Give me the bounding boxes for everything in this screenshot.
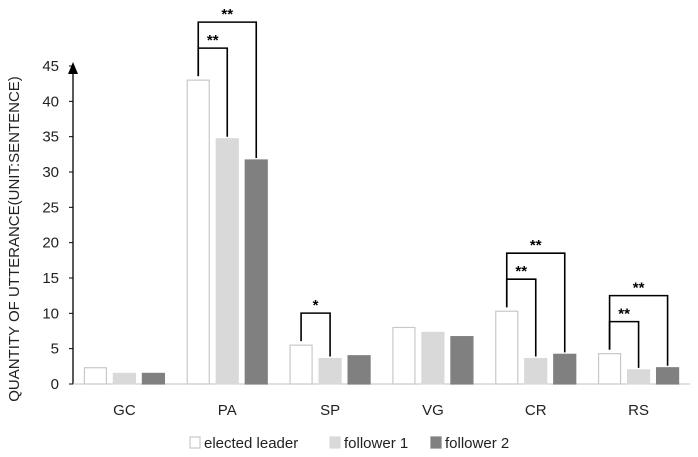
bar (112, 372, 137, 385)
axis-labels: QUANTITY OF UTTERANCE(UNIT:SENTENCE) GC PA… (6, 76, 649, 419)
x-tick-label: PA (218, 402, 237, 419)
y-axis-arrow (68, 62, 78, 74)
legend-label: elected leader (204, 435, 298, 452)
bar (421, 331, 445, 385)
y-tick-label: 45 (42, 58, 59, 75)
legend-swatch (430, 436, 442, 449)
bar (289, 344, 313, 385)
significance-label: ** (633, 280, 645, 297)
bar (655, 367, 680, 385)
significance-bracket (300, 312, 331, 357)
legend-swatch (329, 436, 341, 449)
x-tick-label: VG (422, 402, 444, 419)
y-tick-label: 35 (42, 129, 59, 146)
legend: elected leader follower 1 follower 2 (189, 435, 509, 452)
significance-annotations: ************* (197, 6, 669, 368)
x-tick-label: SP (320, 402, 340, 419)
significance-label: ** (530, 237, 542, 254)
y-tick-label: 10 (42, 305, 59, 322)
bar (597, 353, 622, 385)
legend-label: follower 2 (445, 435, 509, 452)
bars (83, 79, 680, 385)
bar (83, 367, 108, 385)
x-tick-label: GC (113, 402, 136, 419)
bar (450, 336, 474, 385)
y-tick-label: 40 (42, 93, 59, 110)
significance-bracket (608, 294, 669, 366)
bar (392, 326, 416, 385)
bar (347, 355, 371, 385)
y-tick-label: 15 (42, 270, 59, 287)
bar (141, 372, 166, 385)
bar (318, 357, 342, 385)
bar (244, 159, 268, 385)
y-axis-label: QUANTITY OF UTTERANCE(UNIT:SENTENCE) (6, 76, 23, 402)
y-tick-label: 30 (42, 164, 59, 181)
bar (524, 357, 548, 385)
legend-swatch (189, 436, 201, 449)
x-tick-label: RS (628, 402, 649, 419)
significance-label: ** (618, 306, 630, 323)
bar (495, 310, 519, 385)
significance-label: * (313, 297, 319, 314)
significance-bracket (197, 21, 258, 158)
y-tick-label: 5 (51, 341, 59, 358)
significance-label: ** (515, 263, 527, 280)
x-tick-label: CR (525, 402, 547, 419)
bar (186, 79, 210, 385)
y-tick-label: 25 (42, 199, 59, 216)
bar (553, 353, 577, 385)
significance-bracket (505, 252, 566, 353)
bar (626, 369, 651, 385)
significance-label: ** (221, 6, 233, 23)
bar (215, 138, 239, 385)
axes: 0 5 10 15 20 25 30 35 40 45 (42, 58, 690, 393)
y-tick-label: 20 (42, 235, 59, 252)
significance-label: ** (207, 32, 219, 49)
y-tick-label: 0 (51, 376, 59, 393)
legend-label: follower 1 (344, 435, 408, 452)
